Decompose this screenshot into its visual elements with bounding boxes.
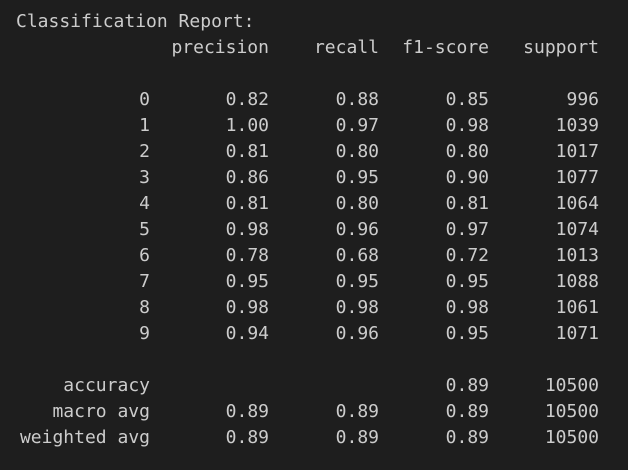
table-row: 1 1.00 0.97 0.98 1039 xyxy=(0,113,628,139)
recall-value: 0.95 xyxy=(335,271,379,292)
precision-value: 0.82 xyxy=(225,89,269,110)
header-f1-score: f1-score xyxy=(402,37,489,58)
header-row: precision recall f1-score support xyxy=(0,35,628,61)
row-label: 9 xyxy=(139,323,150,344)
table-row: 5 0.98 0.96 0.97 1074 xyxy=(0,217,628,243)
table-row: macro avg 0.89 0.89 0.89 10500 xyxy=(0,399,628,425)
recall-value: 0.95 xyxy=(335,167,379,188)
row-label: accuracy xyxy=(63,375,150,396)
support-value: 1061 xyxy=(555,297,599,318)
f1-score-value: 0.89 xyxy=(445,427,489,448)
table-row: 7 0.95 0.95 0.95 1088 xyxy=(0,269,628,295)
precision-value: 0.89 xyxy=(225,427,269,448)
recall-value: 0.96 xyxy=(335,219,379,240)
table-row: weighted avg 0.89 0.89 0.89 10500 xyxy=(0,425,628,451)
f1-score-value: 0.72 xyxy=(445,245,489,266)
support-value: 10500 xyxy=(544,401,599,422)
precision-value: 0.81 xyxy=(225,141,269,162)
precision-value: 1.00 xyxy=(225,115,269,136)
recall-value: 0.80 xyxy=(335,193,379,214)
row-label: 2 xyxy=(139,141,150,162)
header-support: support xyxy=(523,37,599,58)
recall-value: 0.96 xyxy=(335,323,379,344)
f1-score-value: 0.89 xyxy=(445,375,489,396)
recall-value: 0.80 xyxy=(335,141,379,162)
row-label: 8 xyxy=(139,297,150,318)
table-row: 0 0.82 0.88 0.85 996 xyxy=(0,87,628,113)
f1-score-value: 0.80 xyxy=(445,141,489,162)
f1-score-value: 0.98 xyxy=(445,115,489,136)
row-label: weighted avg xyxy=(19,427,150,448)
table-row: 8 0.98 0.98 0.98 1061 xyxy=(0,295,628,321)
f1-score-value: 0.85 xyxy=(445,89,489,110)
recall-value: 0.88 xyxy=(335,89,379,110)
row-label: 3 xyxy=(139,167,150,188)
f1-score-value: 0.89 xyxy=(445,401,489,422)
row-label: macro avg xyxy=(52,401,150,422)
precision-value: 0.86 xyxy=(225,167,269,188)
row-label: 7 xyxy=(139,271,150,292)
support-value: 1071 xyxy=(555,323,599,344)
support-value: 10500 xyxy=(544,375,599,396)
support-value: 1077 xyxy=(555,167,599,188)
precision-value: 0.98 xyxy=(225,297,269,318)
recall-value: 0.98 xyxy=(335,297,379,318)
support-value: 10500 xyxy=(544,427,599,448)
f1-score-value: 0.95 xyxy=(445,271,489,292)
support-value: 1088 xyxy=(555,271,599,292)
f1-score-value: 0.98 xyxy=(445,297,489,318)
row-label: 6 xyxy=(139,245,150,266)
table-row: accuracy 0.89 10500 xyxy=(0,373,628,399)
support-value: 1074 xyxy=(555,219,599,240)
precision-value: 0.89 xyxy=(225,401,269,422)
report-title: Classification Report: xyxy=(16,11,255,32)
support-value: 1064 xyxy=(555,193,599,214)
table-row: 3 0.86 0.95 0.90 1077 xyxy=(0,165,628,191)
table-row: 9 0.94 0.96 0.95 1071 xyxy=(0,321,628,347)
support-value: 996 xyxy=(566,89,599,110)
support-value: 1017 xyxy=(555,141,599,162)
table-row: 4 0.81 0.80 0.81 1064 xyxy=(0,191,628,217)
precision-value: 0.95 xyxy=(225,271,269,292)
precision-value: 0.78 xyxy=(225,245,269,266)
table-row: 6 0.78 0.68 0.72 1013 xyxy=(0,243,628,269)
row-label: 4 xyxy=(139,193,150,214)
precision-value: 0.81 xyxy=(225,193,269,214)
recall-value: 0.89 xyxy=(335,427,379,448)
support-value: 1039 xyxy=(555,115,599,136)
precision-value: 0.94 xyxy=(225,323,269,344)
recall-value: 0.97 xyxy=(335,115,379,136)
support-value: 1013 xyxy=(555,245,599,266)
row-label: 1 xyxy=(139,115,150,136)
header-recall: recall xyxy=(313,37,379,58)
f1-score-value: 0.95 xyxy=(445,323,489,344)
f1-score-value: 0.81 xyxy=(445,193,489,214)
recall-value: 0.89 xyxy=(335,401,379,422)
header-precision: precision xyxy=(171,37,269,58)
precision-value: 0.98 xyxy=(225,219,269,240)
table-row: 2 0.81 0.80 0.80 1017 xyxy=(0,139,628,165)
f1-score-value: 0.90 xyxy=(445,167,489,188)
row-label: 0 xyxy=(139,89,150,110)
recall-value: 0.68 xyxy=(335,245,379,266)
row-label: 5 xyxy=(139,219,150,240)
f1-score-value: 0.97 xyxy=(445,219,489,240)
